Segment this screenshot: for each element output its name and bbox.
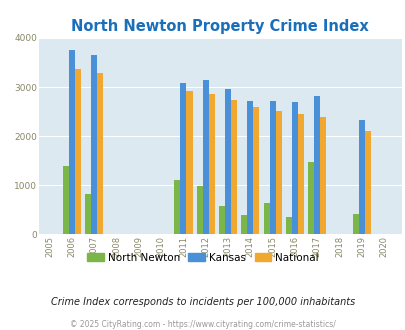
Bar	[263, 203, 269, 234]
Bar	[202, 80, 208, 234]
Bar	[352, 214, 358, 234]
Bar	[180, 83, 186, 234]
Bar	[224, 88, 230, 234]
Bar	[291, 102, 297, 234]
Bar	[69, 50, 75, 234]
Bar	[285, 217, 291, 234]
Bar	[85, 194, 91, 234]
Bar	[230, 100, 237, 234]
Bar	[364, 131, 370, 234]
Text: Crime Index corresponds to incidents per 100,000 inhabitants: Crime Index corresponds to incidents per…	[51, 297, 354, 307]
Bar	[91, 55, 97, 234]
Bar	[320, 117, 326, 234]
Bar	[97, 73, 103, 234]
Text: © 2025 CityRating.com - https://www.cityrating.com/crime-statistics/: © 2025 CityRating.com - https://www.city…	[70, 319, 335, 329]
Bar	[313, 96, 320, 234]
Title: North Newton Property Crime Index: North Newton Property Crime Index	[71, 19, 368, 34]
Legend: North Newton, Kansas, National: North Newton, Kansas, National	[83, 249, 322, 267]
Bar	[253, 107, 259, 234]
Bar	[218, 206, 224, 234]
Bar	[75, 69, 81, 234]
Bar	[269, 101, 275, 234]
Bar	[208, 94, 214, 234]
Bar	[275, 111, 281, 234]
Bar	[63, 166, 69, 234]
Bar	[174, 180, 180, 234]
Bar	[247, 101, 253, 234]
Bar	[196, 186, 202, 234]
Bar	[186, 91, 192, 234]
Bar	[307, 162, 313, 234]
Bar	[297, 114, 303, 234]
Bar	[358, 120, 364, 234]
Bar	[241, 215, 247, 234]
